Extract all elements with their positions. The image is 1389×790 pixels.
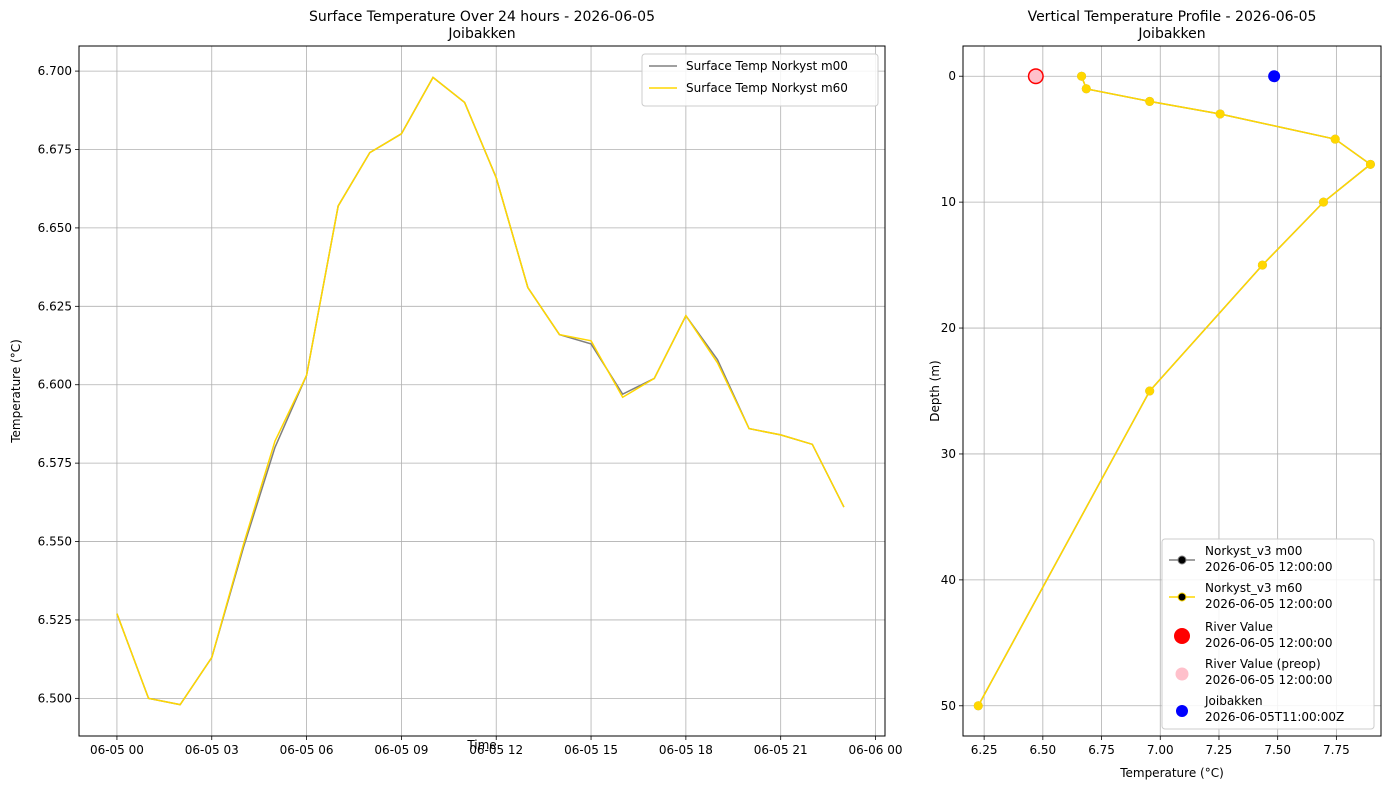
right-series-point-m60 bbox=[1365, 159, 1375, 169]
left-x-tick-label: 06-05 03 bbox=[185, 743, 239, 757]
left-series-line-m60 bbox=[116, 76, 845, 706]
left-y-tick-label: 6.600 bbox=[38, 378, 72, 392]
right-y-tick-label: 0 bbox=[948, 69, 956, 83]
right-legend-box bbox=[1161, 538, 1375, 730]
left-legend-label-m00: Surface Temp Norkyst m00 bbox=[686, 59, 848, 73]
joibakken-marker bbox=[1268, 70, 1281, 83]
left-x-axis-label: Time bbox=[466, 738, 496, 752]
left-y-tick-label: 6.650 bbox=[38, 221, 72, 235]
right-series-point-m60 bbox=[1145, 386, 1155, 396]
right-plot-frame bbox=[962, 45, 1382, 737]
left-x-tick-label: 06-05 00 bbox=[90, 743, 144, 757]
left-y-ticks: 6.500 6.525 6.550 6.575 6.600 6.625 6.650 6.675… bbox=[38, 64, 79, 705]
legend-swatch-joibakken bbox=[1176, 705, 1188, 717]
right-series-point-m60 bbox=[973, 701, 983, 711]
surface-temperature-chart: 06-05 00 06-05 03 06-05 06 06-05 09 06-05 12… bbox=[9, 9, 902, 757]
legend-time-m00: 2026-06-05 12:00:00 bbox=[1205, 560, 1332, 574]
left-y-tick-label: 6.525 bbox=[38, 613, 72, 627]
left-y-tick-label: 6.700 bbox=[38, 64, 72, 78]
left-x-tick-label: 06-05 12 bbox=[469, 743, 523, 757]
legend-label-m00: Norkyst_v3 m00 bbox=[1205, 544, 1302, 558]
left-x-tick-label: 06-05 09 bbox=[374, 743, 428, 757]
left-x-tick-label: 06-05 06 bbox=[280, 743, 334, 757]
left-x-ticks: 06-05 00 06-05 03 06-05 06 06-05 09 06-05 12… bbox=[90, 736, 903, 757]
left-y-tick-label: 6.500 bbox=[38, 691, 72, 705]
legend-swatch-river-value bbox=[1174, 628, 1190, 644]
legend-label-river-preop: River Value (preop) bbox=[1205, 657, 1321, 671]
right-x-tick-label: 7.00 bbox=[1147, 743, 1174, 757]
right-x-axis-label: Temperature (°C) bbox=[1119, 766, 1224, 780]
right-series-lines bbox=[973, 71, 1375, 711]
right-series-point-m60 bbox=[1081, 84, 1091, 94]
right-series-point-m60 bbox=[1257, 260, 1267, 270]
right-y-tick-label: 10 bbox=[941, 195, 956, 209]
left-x-tick-label: 06-06 00 bbox=[849, 743, 903, 757]
right-series-point-m60 bbox=[1077, 71, 1087, 81]
left-legend: Surface Temp Norkyst m00 Surface Temp No… bbox=[641, 53, 879, 107]
left-x-tick-label: 06-05 18 bbox=[659, 743, 713, 757]
legend-label-joibakken: Joibakken bbox=[1204, 694, 1263, 708]
right-y-tick-label: 50 bbox=[941, 699, 956, 713]
right-series-point-m60 bbox=[1318, 197, 1328, 207]
right-y-tick-label: 40 bbox=[941, 573, 956, 587]
left-chart-title: Surface Temperature Over 24 hours - 2026… bbox=[309, 9, 655, 25]
right-y-tick-label: 20 bbox=[941, 321, 956, 335]
left-series-lines bbox=[116, 76, 845, 706]
right-x-tick-label: 6.25 bbox=[971, 743, 998, 757]
legend-label-river-value: River Value bbox=[1205, 620, 1273, 634]
left-legend-label-m60: Surface Temp Norkyst m60 bbox=[686, 81, 848, 95]
left-plot-frame bbox=[78, 45, 886, 737]
legend-label-m60: Norkyst_v3 m60 bbox=[1205, 581, 1302, 595]
legend-time-river-preop: 2026-06-05 12:00:00 bbox=[1205, 673, 1332, 687]
right-x-tick-label: 7.75 bbox=[1323, 743, 1350, 757]
left-grid bbox=[79, 46, 885, 736]
right-x-tick-label: 7.50 bbox=[1264, 743, 1291, 757]
legend-time-joibakken: 2026-06-05T11:00:00Z bbox=[1205, 710, 1344, 724]
right-y-axis-label: Depth (m) bbox=[928, 360, 942, 421]
right-x-tick-label: 6.75 bbox=[1088, 743, 1115, 757]
river-preop-marker bbox=[1029, 69, 1043, 83]
legend-swatch-river-preop bbox=[1175, 667, 1189, 681]
right-legend: Norkyst_v3 m00 2026-06-05 12:00:00 Norky… bbox=[1161, 538, 1375, 730]
right-series-line-m60 bbox=[977, 75, 1372, 707]
left-y-tick-label: 6.550 bbox=[38, 535, 72, 549]
right-y-tick-label: 30 bbox=[941, 447, 956, 461]
left-y-tick-label: 6.575 bbox=[38, 456, 72, 470]
right-series-point-m60 bbox=[1215, 109, 1225, 119]
left-y-axis-label: Temperature (°C) bbox=[9, 339, 23, 444]
left-y-tick-label: 6.675 bbox=[38, 143, 72, 157]
legend-time-river-value: 2026-06-05 12:00:00 bbox=[1205, 636, 1332, 650]
right-x-tick-label: 7.25 bbox=[1206, 743, 1233, 757]
legend-swatch-m00-dot bbox=[1177, 555, 1187, 565]
right-series-point-m60 bbox=[1145, 96, 1155, 106]
vertical-profile-chart: 6.25 6.50 6.75 7.00 7.25 7.50 7.75 0 10 20 30 40 50… bbox=[928, 9, 1382, 780]
left-x-tick-label: 06-05 15 bbox=[564, 743, 618, 757]
left-chart-subtitle: Joibakken bbox=[447, 26, 515, 42]
right-chart-subtitle: Joibakken bbox=[1137, 26, 1205, 42]
right-x-ticks: 6.25 6.50 6.75 7.00 7.25 7.50 7.75 bbox=[971, 736, 1350, 757]
legend-time-m60: 2026-06-05 12:00:00 bbox=[1205, 597, 1332, 611]
right-y-ticks: 0 10 20 30 40 50 bbox=[941, 69, 963, 713]
left-y-tick-label: 6.625 bbox=[38, 299, 72, 313]
right-x-tick-label: 6.50 bbox=[1029, 743, 1056, 757]
legend-swatch-m60-dot bbox=[1177, 592, 1187, 602]
left-legend-box bbox=[641, 53, 879, 107]
right-series-point-m60 bbox=[1330, 134, 1340, 144]
left-x-tick-label: 06-05 21 bbox=[754, 743, 808, 757]
right-chart-title: Vertical Temperature Profile - 2026-06-0… bbox=[1028, 9, 1317, 25]
right-point-markers bbox=[1027, 68, 1281, 85]
